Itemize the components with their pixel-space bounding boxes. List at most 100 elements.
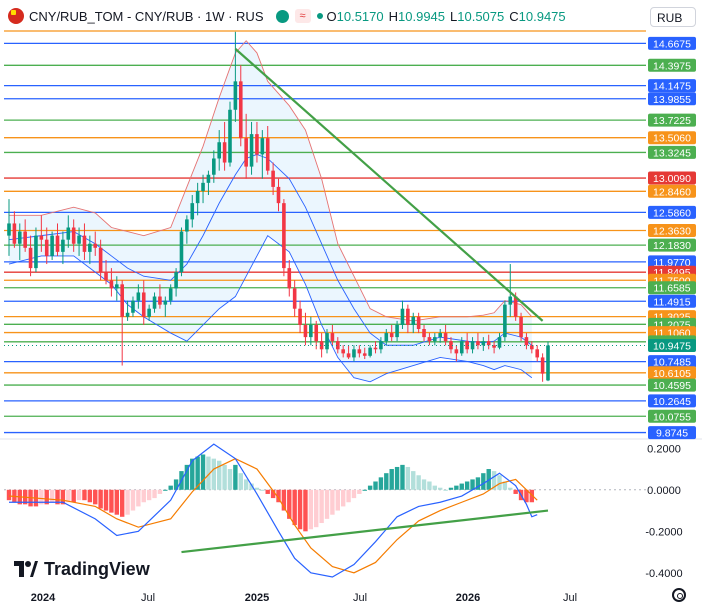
candle-body [228, 109, 232, 163]
macd-histogram-bar [400, 464, 405, 490]
price-label-text: 13.3245 [653, 147, 691, 159]
macd-histogram-bar [66, 489, 71, 503]
price-label-bg [648, 378, 696, 392]
macd-histogram-bar [49, 489, 55, 503]
macd-histogram-bar [340, 489, 346, 507]
macd-histogram-bar [103, 489, 109, 511]
candle-body [255, 134, 259, 155]
price-level-label: 9.8745 [648, 426, 696, 440]
macd-histogram-bar [459, 483, 464, 490]
open-label: O [326, 8, 337, 24]
candle-body [443, 333, 448, 342]
macd-histogram-bar [254, 487, 260, 490]
candle-body [163, 300, 168, 305]
price-label-text: 13.9855 [653, 94, 691, 106]
candle [524, 333, 529, 350]
macd-histogram-bar [173, 479, 179, 490]
candle-body [71, 227, 76, 244]
candle [163, 296, 168, 317]
candle-body [179, 231, 184, 273]
candle-body [497, 337, 502, 348]
macd-histogram-bar [152, 489, 157, 499]
candle-body [395, 324, 399, 338]
price-label-bg [648, 58, 696, 72]
current-price-label: 10.9475 [648, 338, 696, 352]
candle-body [519, 316, 523, 338]
price-label-bg [648, 92, 696, 106]
candle-body [222, 142, 227, 163]
candle-body [88, 243, 92, 252]
candle-body [508, 296, 513, 305]
macd-histogram-bar [508, 487, 513, 490]
price-label-bg [648, 205, 696, 219]
candle [115, 276, 119, 301]
macd-histogram-bar [136, 489, 141, 507]
price-label-bg [648, 131, 696, 145]
price-label-bg [648, 79, 696, 93]
settings-gear-icon[interactable] [672, 588, 686, 602]
macd-histogram-bar [168, 485, 173, 490]
bollinger-lower-line [8, 234, 533, 383]
candle-body [357, 349, 362, 354]
candle [212, 150, 216, 183]
price-label-bg [648, 366, 696, 380]
macd-histogram-bar [335, 489, 340, 511]
candle [476, 333, 480, 350]
candle-body [34, 235, 38, 269]
price-label-text: 12.1830 [653, 240, 691, 252]
candle [465, 333, 469, 354]
macd-histogram-bar [44, 489, 49, 505]
macd-histogram-bar [378, 477, 384, 490]
candle-body [416, 316, 421, 330]
candle [168, 284, 173, 305]
candle-body [535, 349, 540, 358]
price-label-bg [648, 238, 696, 252]
candle-body [481, 341, 486, 346]
candle-body [449, 341, 453, 350]
symbol-title[interactable]: CNY/RUB_TOM - CNY/RUB · 1W · RUS [29, 8, 264, 24]
candle-body [433, 337, 437, 342]
candle [406, 304, 410, 334]
price-label-text: 9.8745 [656, 428, 688, 440]
macd-histogram-bar [287, 489, 292, 519]
eye-icon[interactable] [275, 9, 289, 23]
candle-body [190, 203, 195, 220]
price-label-bg [648, 281, 696, 295]
candle-body [23, 231, 27, 248]
candle [373, 341, 378, 354]
candle [50, 231, 54, 260]
price-level-label: 14.1475 [648, 79, 696, 93]
candle [88, 235, 92, 265]
macd-histogram-bar [222, 464, 227, 490]
candle-body [12, 223, 17, 244]
candle [438, 329, 442, 343]
candle-body [546, 345, 550, 381]
candle [530, 341, 534, 354]
currency-button[interactable]: RUB [650, 7, 696, 27]
candle-body [66, 227, 71, 240]
price-label-bg [648, 409, 696, 423]
current-price-bg [648, 338, 696, 352]
candle [109, 268, 114, 297]
candle-body [28, 247, 33, 269]
candle [362, 347, 367, 360]
macd-histogram-bar [454, 485, 459, 490]
price-level-label: 14.6675 [648, 36, 696, 50]
candle [368, 345, 372, 358]
candle-body [44, 239, 49, 256]
macd-line [9, 443, 538, 578]
candle [416, 312, 421, 334]
price-level-label: 12.3630 [648, 224, 696, 238]
time-axis-label: Jul [141, 592, 155, 604]
price-label-text: 12.5860 [653, 207, 691, 219]
macd-histogram-bar [265, 489, 270, 494]
macd-histogram-bar [55, 489, 60, 505]
wave-icon[interactable]: ≈ [294, 9, 311, 23]
price-level-label: 12.1830 [648, 238, 696, 252]
price-level-label: 10.2645 [648, 394, 696, 408]
tradingview-logo[interactable]: TradingView [14, 558, 150, 580]
macd-histogram-bar [260, 489, 265, 491]
candle-body [422, 329, 426, 338]
candle [55, 223, 60, 256]
